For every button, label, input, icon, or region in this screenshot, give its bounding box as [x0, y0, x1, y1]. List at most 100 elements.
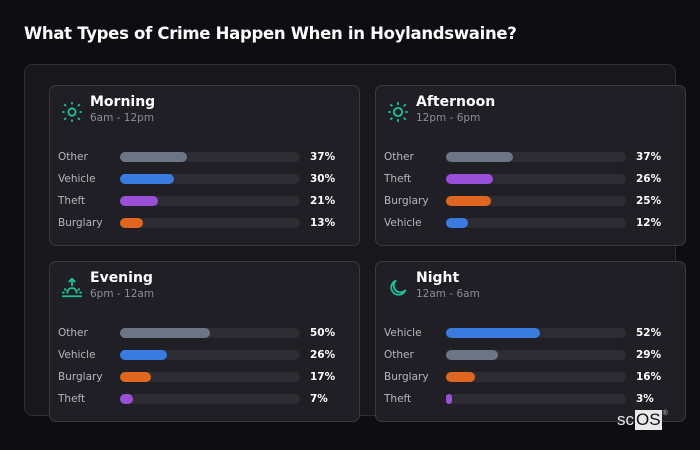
bar-list: Other 37% Theft 26% Burglary 25% Vehicle… [384, 146, 679, 234]
bar-fill [120, 350, 167, 360]
category-label: Theft [58, 195, 86, 207]
bar-fill [446, 372, 475, 382]
bar-track [120, 350, 300, 360]
logo-text-sc: sc [617, 410, 634, 429]
bar-list: Other 37% Vehicle 30% Theft 21% Burglary… [58, 146, 353, 234]
percent-value: 7% [310, 393, 328, 405]
percent-value: 26% [636, 173, 662, 185]
bar-row: Vehicle 26% [58, 344, 353, 366]
percent-value: 3% [636, 393, 654, 405]
period-card-night: Night 12am - 6am Vehicle 52% Other 29% B… [375, 261, 686, 422]
bar-track [446, 372, 626, 382]
bar-fill [446, 174, 493, 184]
bar-list: Other 50% Vehicle 26% Burglary 17% Theft… [58, 322, 353, 410]
bar-fill [446, 328, 540, 338]
bar-track [120, 328, 300, 338]
percent-value: 50% [310, 327, 336, 339]
percent-value: 29% [636, 349, 662, 361]
period-name: Night [416, 270, 460, 286]
category-label: Vehicle [384, 327, 422, 339]
registered-mark: ® [662, 410, 668, 417]
bar-row: Vehicle 30% [58, 168, 353, 190]
scos-logo: sc OS ® [617, 410, 668, 430]
bar-track [120, 372, 300, 382]
bar-fill [446, 218, 468, 228]
sun-icon [60, 100, 84, 124]
percent-value: 21% [310, 195, 336, 207]
bar-fill [120, 152, 187, 162]
period-name: Afternoon [416, 94, 496, 110]
percent-value: 17% [310, 371, 336, 383]
bar-row: Vehicle 12% [384, 212, 679, 234]
category-label: Vehicle [384, 217, 422, 229]
bar-row: Burglary 13% [58, 212, 353, 234]
category-label: Other [58, 151, 88, 163]
bar-track [120, 218, 300, 228]
bar-fill [120, 218, 144, 228]
bar-fill [446, 196, 491, 206]
bar-track [446, 196, 626, 206]
category-label: Other [58, 327, 88, 339]
percent-value: 16% [636, 371, 662, 383]
period-card-morning: Morning 6am - 12pm Other 37% Vehicle 30%… [49, 85, 360, 246]
period-range: 6pm - 12am [90, 288, 155, 300]
bar-row: Other 29% [384, 344, 679, 366]
category-label: Burglary [384, 195, 429, 207]
card-header: Afternoon 12pm - 6pm [386, 94, 495, 125]
period-range: 12pm - 6pm [416, 112, 481, 124]
bar-track [446, 174, 626, 184]
bar-fill [120, 394, 133, 404]
bar-track [120, 152, 300, 162]
bar-track [446, 394, 626, 404]
category-label: Vehicle [58, 349, 96, 361]
bar-list: Vehicle 52% Other 29% Burglary 16% Theft… [384, 322, 679, 410]
bar-track [446, 218, 626, 228]
card-header: Night 12am - 6am [386, 270, 480, 301]
percent-value: 12% [636, 217, 662, 229]
sun-icon [386, 100, 410, 124]
bar-track [120, 394, 300, 404]
bar-row: Theft 7% [58, 388, 353, 410]
category-label: Other [384, 151, 414, 163]
bar-fill [446, 350, 499, 360]
bar-track [120, 174, 300, 184]
bar-track [120, 196, 300, 206]
bar-row: Vehicle 52% [384, 322, 679, 344]
bar-fill [120, 328, 210, 338]
category-label: Theft [384, 173, 412, 185]
percent-value: 25% [636, 195, 662, 207]
category-label: Theft [384, 393, 412, 405]
percent-value: 13% [310, 217, 336, 229]
bar-track [446, 328, 626, 338]
percent-value: 37% [636, 151, 662, 163]
period-name: Evening [90, 270, 153, 286]
period-range: 12am - 6am [416, 288, 480, 300]
logo-text-os: OS [635, 410, 662, 430]
percent-value: 30% [310, 173, 336, 185]
bar-track [446, 350, 626, 360]
card-header: Evening 6pm - 12am [60, 270, 154, 301]
bar-row: Burglary 17% [58, 366, 353, 388]
category-label: Vehicle [58, 173, 96, 185]
page-title: What Types of Crime Happen When in Hoyla… [24, 24, 517, 43]
bar-fill [446, 152, 513, 162]
category-label: Burglary [384, 371, 429, 383]
sunset-icon [60, 276, 84, 300]
bar-row: Other 37% [58, 146, 353, 168]
bar-row: Other 37% [384, 146, 679, 168]
percent-value: 26% [310, 349, 336, 361]
category-label: Other [384, 349, 414, 361]
bar-row: Other 50% [58, 322, 353, 344]
period-name: Morning [90, 94, 156, 110]
card-header: Morning 6am - 12pm [60, 94, 155, 125]
bar-row: Theft 21% [58, 190, 353, 212]
period-range: 6am - 12pm [90, 112, 155, 124]
period-card-afternoon: Afternoon 12pm - 6pm Other 37% Theft 26%… [375, 85, 686, 246]
bar-row: Burglary 25% [384, 190, 679, 212]
bar-fill [120, 196, 158, 206]
bar-row: Burglary 16% [384, 366, 679, 388]
category-label: Theft [58, 393, 86, 405]
bar-track [446, 152, 626, 162]
bar-fill [446, 394, 452, 404]
bar-fill [120, 174, 174, 184]
